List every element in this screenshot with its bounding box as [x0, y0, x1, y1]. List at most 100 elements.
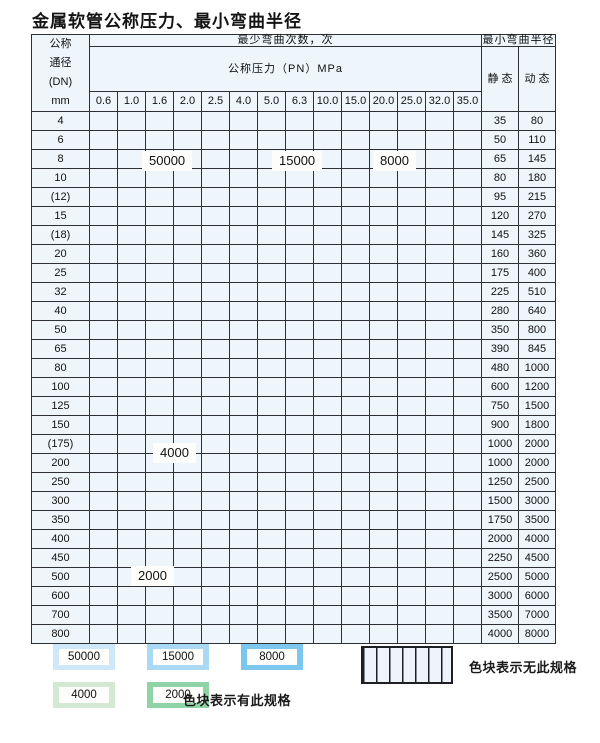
- dn-cell-65: 65: [31, 339, 90, 359]
- legend-chip-15000: 15000: [147, 644, 209, 670]
- matrix-cell-6-25.0: [397, 130, 426, 150]
- matrix-cell-100-2.5: [201, 377, 230, 397]
- matrix-cell-700-25.0: [397, 605, 426, 625]
- matrix-cell-80-10.0: [313, 358, 342, 378]
- pressure-col-header-4.0: 4.0: [229, 91, 258, 112]
- dn-cell-100: 100: [31, 377, 90, 397]
- matrix-cell-15-35.0: [453, 206, 482, 226]
- radius-static-250: 1250: [481, 472, 519, 492]
- radius-dynamic-100: 1200: [518, 377, 556, 397]
- matrix-cell-200-1.0: [117, 453, 146, 473]
- overlay-label-2000: 2000: [131, 566, 174, 586]
- matrix-cell-80-0.6: [89, 358, 118, 378]
- radius-static-600: 3000: [481, 586, 519, 606]
- dn-cell-125: 125: [31, 396, 90, 416]
- table-row: 250 1250 2500: [31, 472, 556, 492]
- matrix-cell-15-6.3: [285, 206, 314, 226]
- matrix-cell-80-2.5: [201, 358, 230, 378]
- dn-cell-40: 40: [31, 301, 90, 321]
- matrix-cell-20-32.0: [425, 244, 454, 264]
- radius-static-350: 1750: [481, 510, 519, 530]
- matrix-cell-15-20.0: [369, 206, 398, 226]
- matrix-cell-50-6.3: [285, 320, 314, 340]
- matrix-cell-800-4.0: [229, 624, 258, 644]
- matrix-cell-4-4.0: [229, 111, 258, 131]
- matrix-cell-50-2.5: [201, 320, 230, 340]
- matrix-cell-80-2.0: [173, 358, 202, 378]
- dn-cell-350: 350: [31, 510, 90, 530]
- table-row: 50 350 800: [31, 320, 556, 340]
- matrix-cell-250-15.0: [341, 472, 370, 492]
- matrix-cell-150-15.0: [341, 415, 370, 435]
- matrix-cell-400-0.6: [89, 529, 118, 549]
- matrix-cell-100-20.0: [369, 377, 398, 397]
- dn-header-line-0: 公称: [49, 38, 72, 50]
- matrix-cell-800-2.5: [201, 624, 230, 644]
- matrix-cell-50-4.0: [229, 320, 258, 340]
- radius-group-header: 最小弯曲半径: [481, 34, 556, 47]
- dn-header-line-2: (DN): [48, 76, 73, 88]
- radius-static-4: 35: [481, 111, 519, 131]
- matrix-cell-125-4.0: [229, 396, 258, 416]
- matrix-cell-700-2.0: [173, 605, 202, 625]
- matrix-cell-500-20.0: [369, 567, 398, 587]
- matrix-cell-(12)-1.0: [117, 187, 146, 207]
- matrix-cell-(12)-1.6: [145, 187, 174, 207]
- matrix-cell-600-32.0: [425, 586, 454, 606]
- radius-dynamic-450: 4500: [518, 548, 556, 568]
- radius-dynamic-20: 360: [518, 244, 556, 264]
- matrix-cell-350-35.0: [453, 510, 482, 530]
- pressure-col-header-25.0: 25.0: [397, 91, 426, 112]
- matrix-cell-(175)-32.0: [425, 434, 454, 454]
- matrix-cell-65-15.0: [341, 339, 370, 359]
- matrix-cell-250-1.6: [145, 472, 174, 492]
- radius-static-450: 2250: [481, 548, 519, 568]
- dn-cell-8: 8: [31, 149, 90, 169]
- legend-chip-label: 50000: [59, 649, 109, 665]
- table-row: 300 1500 3000: [31, 491, 556, 511]
- legend-chip-4000: 4000: [53, 682, 115, 708]
- matrix-cell-700-35.0: [453, 605, 482, 625]
- matrix-cell-300-4.0: [229, 491, 258, 511]
- matrix-cell-800-10.0: [313, 624, 342, 644]
- matrix-cell-400-1.6: [145, 529, 174, 549]
- matrix-cell-6-35.0: [453, 130, 482, 150]
- matrix-cell-(12)-2.5: [201, 187, 230, 207]
- matrix-cell-250-2.5: [201, 472, 230, 492]
- matrix-cell-20-2.0: [173, 244, 202, 264]
- radius-dynamic-50: 800: [518, 320, 556, 340]
- matrix-cell-125-0.6: [89, 396, 118, 416]
- matrix-cell-(18)-25.0: [397, 225, 426, 245]
- matrix-cell-50-2.0: [173, 320, 202, 340]
- matrix-cell-350-0.6: [89, 510, 118, 530]
- matrix-cell-15-0.6: [89, 206, 118, 226]
- matrix-cell-400-35.0: [453, 529, 482, 549]
- matrix-cell-125-10.0: [313, 396, 342, 416]
- matrix-cell-300-35.0: [453, 491, 482, 511]
- table-row: 40 280 640: [31, 301, 556, 321]
- matrix-cell-(12)-5.0: [257, 187, 286, 207]
- matrix-cell-(18)-6.3: [285, 225, 314, 245]
- pressure-col-header-20.0: 20.0: [369, 91, 398, 112]
- table-row: 100 600 1200: [31, 377, 556, 397]
- matrix-cell-20-5.0: [257, 244, 286, 264]
- radius-dynamic-200: 2000: [518, 453, 556, 473]
- matrix-cell-700-20.0: [369, 605, 398, 625]
- matrix-cell-350-1.0: [117, 510, 146, 530]
- matrix-cell-50-20.0: [369, 320, 398, 340]
- matrix-cell-80-1.6: [145, 358, 174, 378]
- matrix-cell-10-2.5: [201, 168, 230, 188]
- matrix-cell-4-25.0: [397, 111, 426, 131]
- matrix-cell-40-25.0: [397, 301, 426, 321]
- matrix-cell-65-4.0: [229, 339, 258, 359]
- matrix-cell-10-35.0: [453, 168, 482, 188]
- radius-static-40: 280: [481, 301, 519, 321]
- table-row: (18) 145 325: [31, 225, 556, 245]
- table-row: 500 2500 5000: [31, 567, 556, 587]
- matrix-cell-125-1.0: [117, 396, 146, 416]
- matrix-cell-65-20.0: [369, 339, 398, 359]
- overlay-label-8000: 8000: [373, 151, 416, 171]
- header-row-1: 公称 通径 (DN) mm 最少弯曲次数，次 最小弯曲半径: [31, 34, 556, 112]
- matrix-cell-4-20.0: [369, 111, 398, 131]
